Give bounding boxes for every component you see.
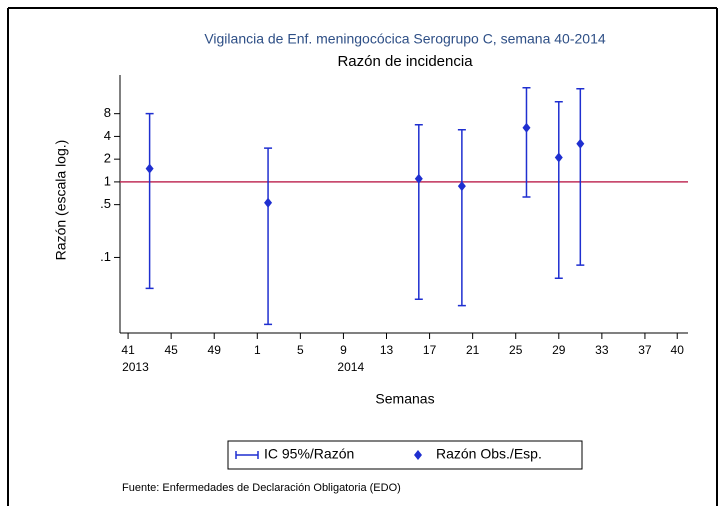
error-bar bbox=[264, 147, 273, 326]
x-tick-label: 21 bbox=[466, 343, 480, 357]
chart-title: Vigilancia de Enf. meningocócica Serogru… bbox=[204, 31, 606, 47]
point bbox=[264, 197, 273, 208]
y-tick-label: .1 bbox=[100, 249, 111, 264]
year-label: 2014 bbox=[337, 360, 364, 374]
y-tick-label: 1 bbox=[104, 173, 111, 188]
error-bar bbox=[522, 87, 531, 198]
error-bar bbox=[457, 129, 466, 307]
y-tick-label: 4 bbox=[104, 128, 111, 143]
point bbox=[522, 122, 531, 133]
x-tick-label: 1 bbox=[254, 343, 261, 357]
point bbox=[576, 138, 585, 149]
y-tick-label: 8 bbox=[104, 105, 111, 120]
y-axis-label: Razón (escala log.) bbox=[53, 140, 69, 261]
error-bar bbox=[554, 101, 563, 280]
point bbox=[457, 181, 466, 192]
x-tick-label: 45 bbox=[164, 343, 178, 357]
point bbox=[554, 152, 563, 163]
point bbox=[145, 163, 154, 174]
x-tick-label: 41 bbox=[121, 343, 135, 357]
legend-symbol bbox=[414, 450, 422, 460]
x-axis-label: Semanas bbox=[375, 391, 434, 407]
x-tick-label: 25 bbox=[509, 343, 523, 357]
x-tick-label: 5 bbox=[297, 343, 304, 357]
year-label: 2013 bbox=[122, 360, 149, 374]
x-tick-label: 17 bbox=[423, 343, 437, 357]
y-tick-label: 2 bbox=[104, 151, 111, 166]
x-tick-label: 13 bbox=[380, 343, 394, 357]
legend-label: Razón Obs./Esp. bbox=[436, 446, 542, 462]
point bbox=[414, 173, 423, 184]
x-tick-label: 40 bbox=[671, 343, 685, 357]
legend-label: IC 95%/Razón bbox=[264, 446, 354, 462]
y-tick-label: .5 bbox=[100, 196, 111, 211]
x-tick-label: 37 bbox=[638, 343, 652, 357]
chart-subtitle: Razón de incidencia bbox=[337, 53, 473, 70]
error-bar bbox=[414, 124, 423, 300]
x-tick-label: 29 bbox=[552, 343, 566, 357]
x-tick-label: 33 bbox=[595, 343, 609, 357]
source-note: Fuente: Enfermedades de Declaración Obli… bbox=[122, 482, 401, 494]
error-bar bbox=[576, 87, 585, 266]
legend-symbol bbox=[235, 451, 259, 459]
x-tick-label: 9 bbox=[340, 343, 347, 357]
legend bbox=[227, 440, 583, 470]
x-tick-label: 49 bbox=[208, 343, 222, 357]
error-bar bbox=[145, 112, 154, 290]
